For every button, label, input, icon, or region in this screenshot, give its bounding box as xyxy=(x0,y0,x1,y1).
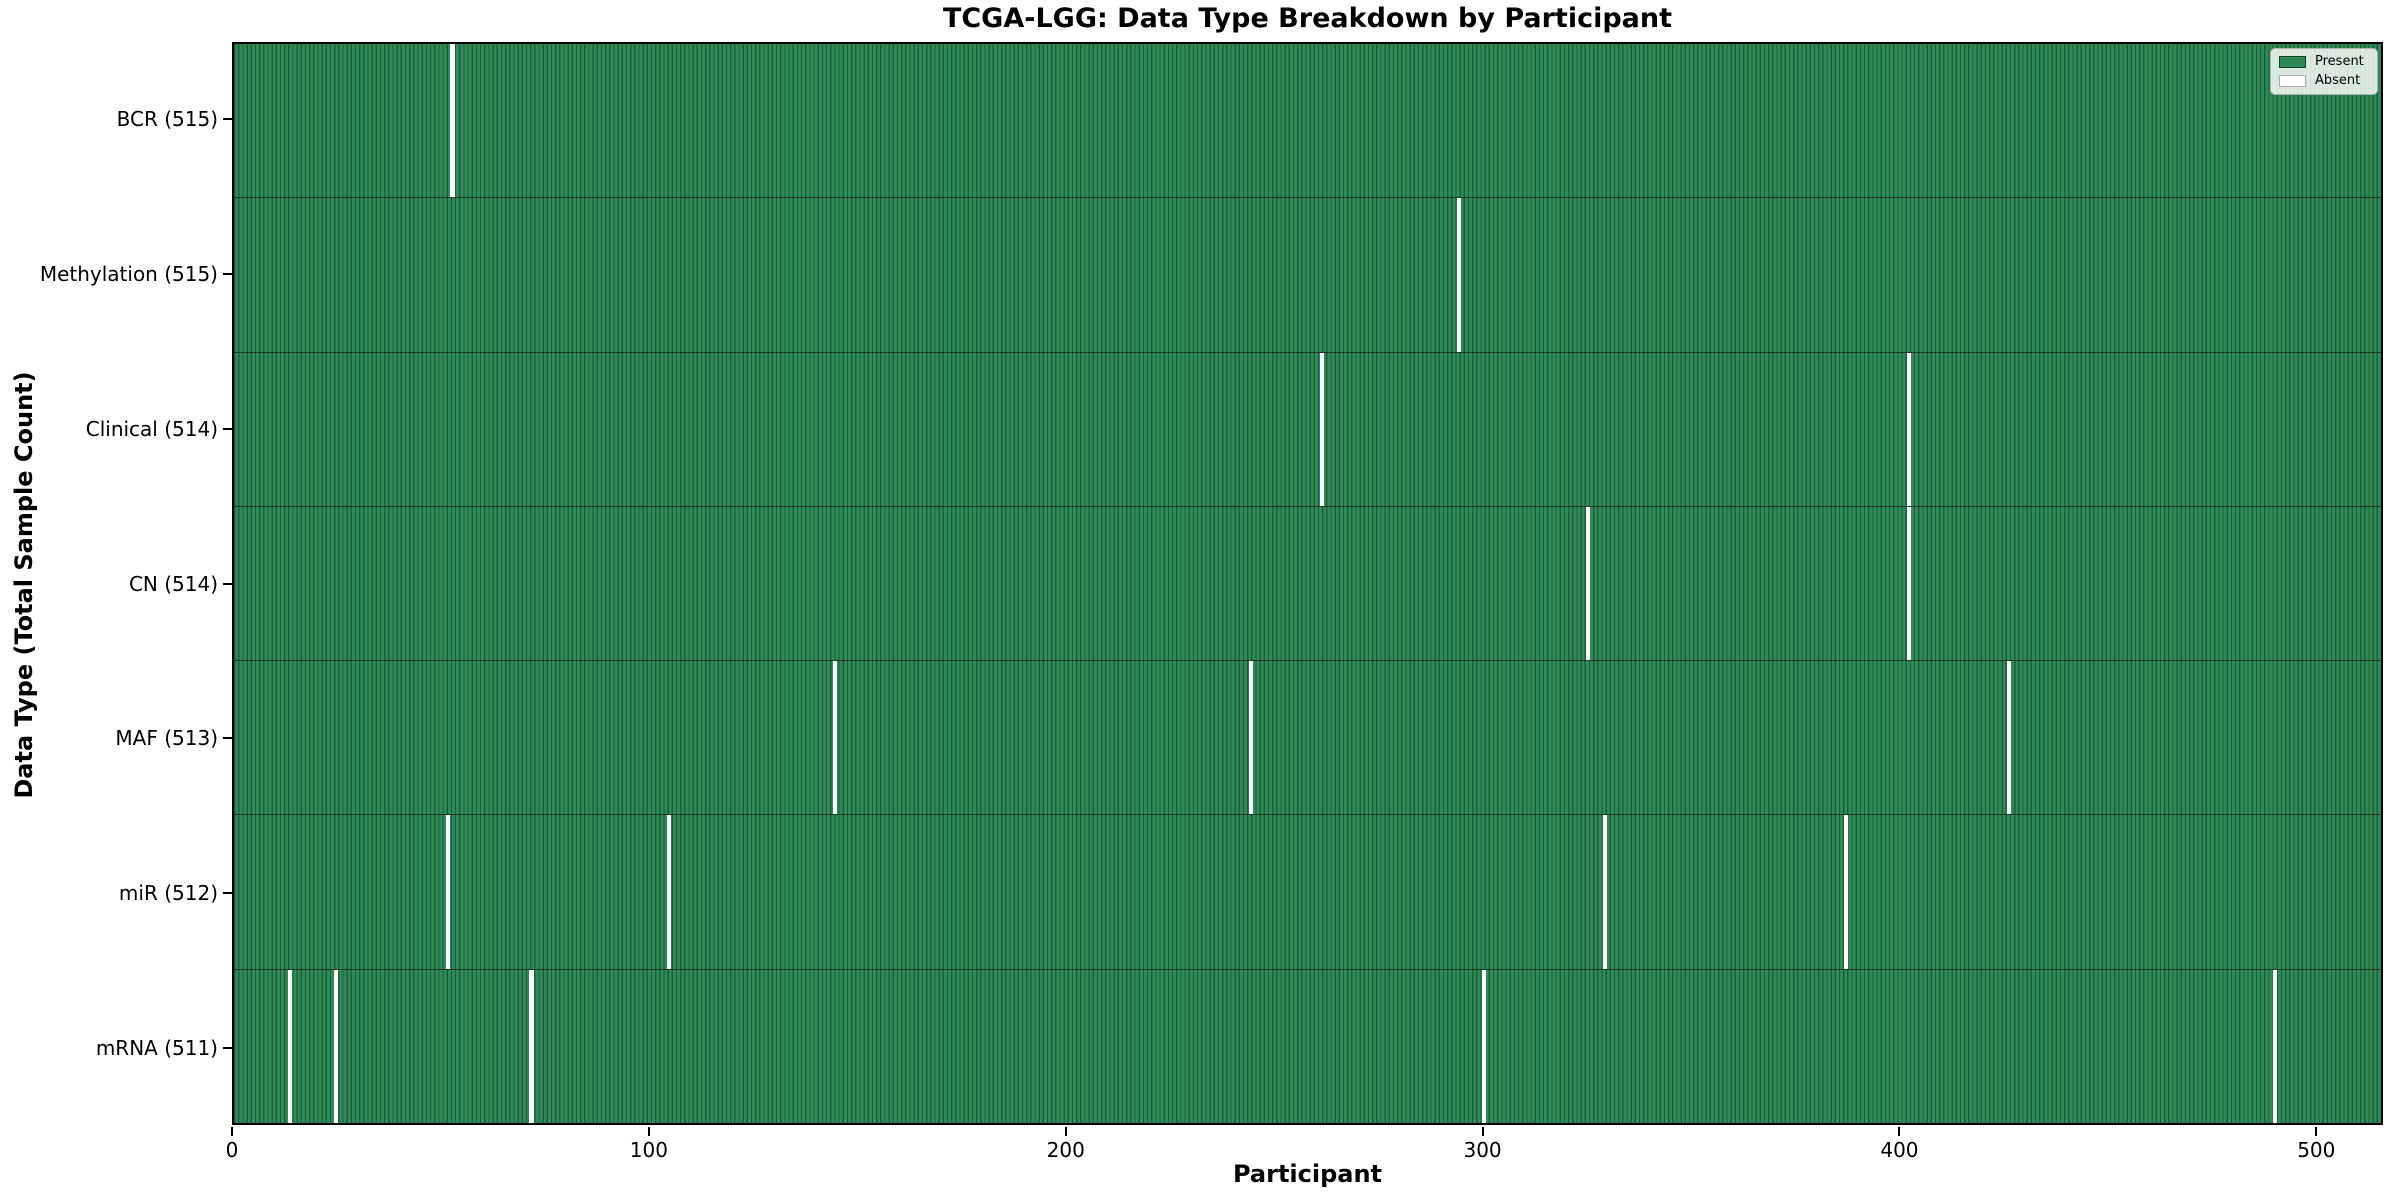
absent-gap xyxy=(2272,969,2277,1123)
y-tick-label: BCR (515) xyxy=(116,107,218,132)
absent-gap xyxy=(333,969,339,1123)
absent-gap xyxy=(1906,506,1911,661)
y-tick-mark xyxy=(223,737,232,740)
absent-gap xyxy=(2006,661,2011,815)
x-tick-label: 300 xyxy=(1463,1138,1502,1162)
plot-area xyxy=(232,42,2383,1125)
y-tick-mark xyxy=(223,427,232,430)
x-tick-mark xyxy=(1064,1127,1067,1136)
x-tick-label: 400 xyxy=(1880,1138,1919,1162)
x-axis-label: Participant xyxy=(1232,1160,1383,1188)
y-tick-label: mRNA (511) xyxy=(95,1035,218,1060)
row-band-bcr xyxy=(234,44,2381,198)
y-tick-mark xyxy=(223,891,232,894)
y-tick-label: CN (514) xyxy=(128,571,218,596)
absent-gap xyxy=(529,969,534,1123)
absent-gap xyxy=(288,969,293,1123)
x-tick-mark xyxy=(1481,1127,1484,1136)
x-tick-label: 100 xyxy=(629,1138,668,1162)
y-tick-mark xyxy=(223,273,232,276)
y-tick-mark xyxy=(223,582,232,585)
row-band-maf xyxy=(234,660,2381,815)
absent-swatch-icon xyxy=(2279,75,2306,87)
row-band-methylation xyxy=(234,197,2381,352)
x-tick-mark xyxy=(231,1127,233,1136)
absent-gap xyxy=(1249,661,1254,815)
x-tick-mark xyxy=(1898,1127,1901,1136)
absent-gap xyxy=(1906,352,1911,506)
absent-gap xyxy=(1319,352,1325,506)
absent-gap xyxy=(1482,969,1487,1123)
y-tick-mark xyxy=(223,118,232,121)
row-band-mir xyxy=(234,814,2381,969)
absent-gap xyxy=(450,44,455,198)
present-swatch-icon xyxy=(2279,56,2306,68)
absent-gap xyxy=(666,815,671,969)
row-band-mrna xyxy=(234,968,2381,1123)
y-tick-label: MAF (513) xyxy=(115,726,218,751)
absent-gap xyxy=(1844,815,1849,969)
row-band-clinical xyxy=(234,351,2381,506)
x-tick-label: 200 xyxy=(1046,1138,1085,1162)
absent-gap xyxy=(1586,506,1591,661)
absent-gap xyxy=(833,661,838,815)
legend: Present Absent xyxy=(2270,48,2378,95)
absent-gap xyxy=(1457,198,1462,352)
x-tick-mark xyxy=(2315,1127,2318,1136)
x-tick-label: 0 xyxy=(225,1138,239,1162)
x-tick-mark xyxy=(647,1127,650,1136)
absent-gap xyxy=(1602,815,1608,969)
legend-entry-absent: Absent xyxy=(2279,74,2369,88)
chart-title: TCGA-LGG: Data Type Breakdown by Partici… xyxy=(942,3,1673,34)
y-tick-label: Clinical (514) xyxy=(85,416,218,441)
legend-entry-present: Present xyxy=(2279,55,2369,69)
y-tick-label: miR (512) xyxy=(118,880,218,905)
absent-gap xyxy=(446,815,451,969)
y-tick-mark xyxy=(223,1046,232,1049)
row-band-cn xyxy=(234,505,2381,661)
legend-present-label: Present xyxy=(2315,54,2364,69)
legend-absent-label: Absent xyxy=(2315,73,2361,88)
x-tick-label: 500 xyxy=(2297,1138,2336,1162)
y-tick-label: Methylation (515) xyxy=(39,262,218,287)
